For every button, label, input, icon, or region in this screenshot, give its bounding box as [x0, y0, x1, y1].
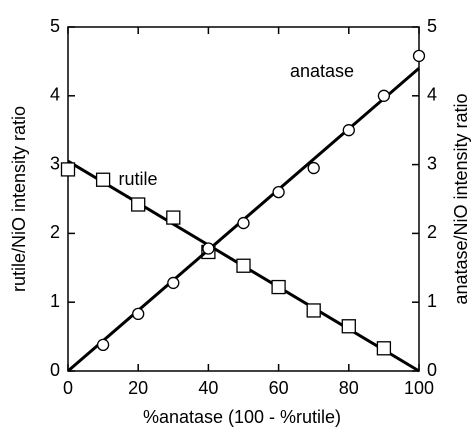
point: [376, 341, 392, 356]
x-tick-label: 20: [128, 378, 148, 398]
point: [237, 216, 250, 230]
x-tick-label: 60: [269, 378, 289, 398]
point: [60, 162, 76, 177]
point: [306, 303, 321, 318]
point: [236, 258, 251, 273]
point: [166, 210, 181, 225]
point: [202, 242, 215, 255]
point: [95, 172, 111, 187]
y-tick-label: 0: [50, 360, 60, 380]
y-tick-label: 5: [50, 16, 60, 36]
point: [342, 124, 355, 137]
point: [377, 89, 391, 102]
x-tick-label: 0: [63, 378, 73, 398]
y-tick-label: 2: [50, 222, 60, 242]
y-tick-label: 4: [50, 85, 60, 105]
series-label: rutile: [118, 169, 157, 189]
x-tick-label: 100: [404, 378, 434, 398]
y2-tick-label: 2: [427, 222, 437, 242]
point: [131, 197, 146, 212]
y-axis-label: rutile/NiO intensity ratio: [9, 106, 29, 292]
y2-axis-label: anatase/NiO intensity ratio: [451, 93, 471, 304]
point: [132, 307, 145, 321]
point: [96, 338, 110, 352]
point: [307, 161, 320, 175]
y-tick-label: 1: [50, 291, 60, 311]
x-axis-label: %anatase (100 - %rutile): [143, 407, 341, 427]
plot-frame: [67, 26, 420, 372]
x-tick-label: 40: [198, 378, 218, 398]
series-label: anatase: [290, 61, 354, 81]
y2-tick-label: 0: [427, 360, 437, 380]
point: [272, 185, 285, 199]
x-tick-label: 80: [339, 378, 359, 398]
y2-tick-label: 4: [427, 85, 437, 105]
point: [167, 276, 180, 290]
point: [341, 319, 356, 334]
point: [271, 279, 286, 295]
point: [412, 49, 426, 63]
y2-tick-label: 1: [427, 291, 437, 311]
y2-tick-label: 5: [427, 16, 437, 36]
y2-tick-label: 3: [427, 153, 437, 173]
y-tick-label: 3: [50, 153, 60, 173]
